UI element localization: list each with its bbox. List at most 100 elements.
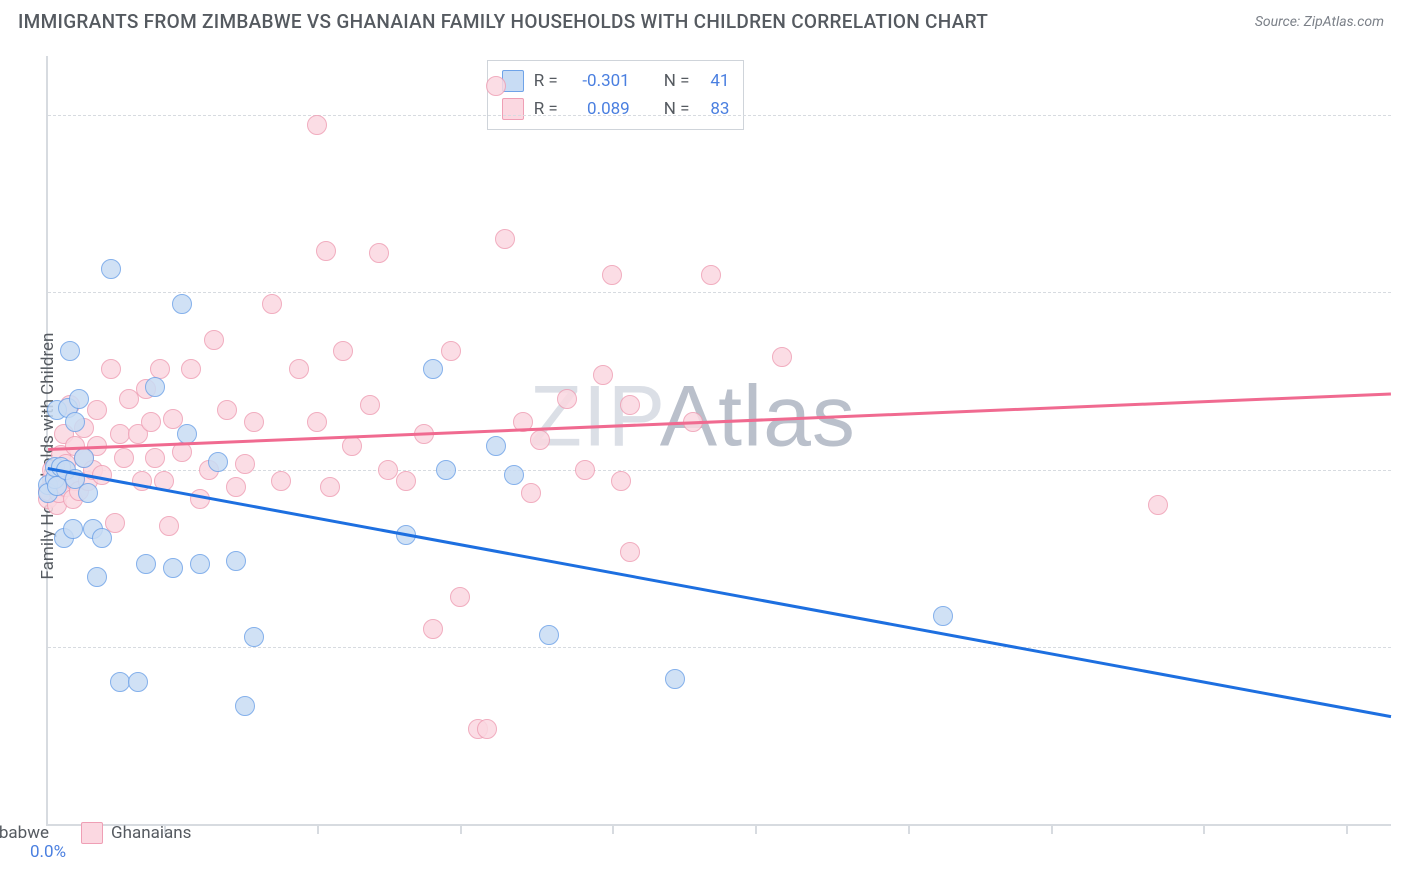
scatter-point (69, 389, 89, 409)
scatter-point (208, 452, 228, 472)
scatter-point (74, 448, 94, 468)
scatter-point (145, 448, 165, 468)
legend-swatch (81, 822, 103, 844)
x-tick-label: 0.0% (30, 842, 66, 862)
scatter-point (235, 696, 255, 716)
chart-title: IMMIGRANTS FROM ZIMBABWE VS GHANAIAN FAM… (18, 10, 988, 33)
scatter-point (181, 359, 201, 379)
scatter-point (557, 389, 577, 409)
scatter-point (1148, 495, 1168, 515)
scatter-point (101, 359, 121, 379)
x-tick (1346, 824, 1348, 834)
scatter-point (620, 542, 640, 562)
scatter-point (539, 625, 559, 645)
legend-series-item: Immigrants from Zimbabwe (0, 822, 49, 844)
legend-R-value: 0.089 (568, 95, 630, 123)
legend-correlation-row: R = 0.089 N = 83 (502, 95, 730, 123)
scatter-point (78, 483, 98, 503)
scatter-point (665, 669, 685, 689)
scatter-point (333, 341, 353, 361)
scatter-point (226, 551, 246, 571)
scatter-point (145, 377, 165, 397)
scatter-point (159, 516, 179, 536)
scatter-point (244, 627, 264, 647)
scatter-point (378, 460, 398, 480)
scatter-point (575, 460, 595, 480)
trend-line (48, 467, 1391, 718)
scatter-point (87, 400, 107, 420)
legend-series-name: Ghanaians (111, 823, 191, 843)
scatter-point (119, 389, 139, 409)
x-tick (1051, 824, 1053, 834)
scatter-point (307, 115, 327, 135)
scatter-point (190, 554, 210, 574)
scatter-point (423, 359, 443, 379)
scatter-point (289, 359, 309, 379)
scatter-point (450, 587, 470, 607)
chart-container: IMMIGRANTS FROM ZIMBABWE VS GHANAIAN FAM… (0, 0, 1406, 892)
y-tick-label: 15.0% (1401, 637, 1406, 657)
legend-R-value: -0.301 (568, 67, 630, 95)
scatter-point (262, 294, 282, 314)
legend-series-item: Ghanaians (81, 822, 191, 844)
scatter-point (92, 528, 112, 548)
scatter-point (611, 471, 631, 491)
scatter-point (141, 412, 161, 432)
scatter-point (933, 606, 953, 626)
scatter-point (136, 554, 156, 574)
scatter-point (530, 430, 550, 450)
scatter-point (163, 558, 183, 578)
scatter-point (701, 265, 721, 285)
scatter-point (217, 400, 237, 420)
x-tick (908, 824, 910, 834)
scatter-point (602, 265, 622, 285)
scatter-point (486, 76, 506, 96)
scatter-point (63, 519, 83, 539)
series-legend: Immigrants from Zimbabwe Ghanaians (0, 822, 703, 844)
y-tick-label: 45.0% (1401, 282, 1406, 302)
legend-N-label: N = (664, 67, 690, 95)
legend-correlation-row: R = -0.301 N = 41 (502, 67, 730, 95)
scatter-point (244, 412, 264, 432)
scatter-point (593, 365, 613, 385)
scatter-point (114, 448, 134, 468)
scatter-point (486, 436, 506, 456)
scatter-point (521, 483, 541, 503)
gridline-h (48, 115, 1391, 116)
scatter-point (504, 465, 524, 485)
legend-R-label: R = (534, 67, 558, 95)
scatter-point (342, 436, 362, 456)
scatter-point (101, 259, 121, 279)
scatter-point (307, 412, 327, 432)
scatter-point (477, 719, 497, 739)
plot-area: Family Households with Children ZIPAtlas… (46, 56, 1391, 826)
scatter-point (360, 395, 380, 415)
scatter-point (436, 460, 456, 480)
gridline-h (48, 292, 1391, 293)
y-tick-label: 30.0% (1401, 460, 1406, 480)
legend-R-label: R = (534, 95, 558, 123)
scatter-point (128, 672, 148, 692)
legend-N-value: 41 (699, 67, 729, 95)
legend-series-name: Immigrants from Zimbabwe (0, 823, 49, 843)
scatter-point (369, 243, 389, 263)
watermark-main: ZIP (529, 368, 659, 464)
scatter-point (65, 412, 85, 432)
scatter-point (620, 395, 640, 415)
scatter-point (172, 294, 192, 314)
gridline-h (48, 647, 1391, 648)
scatter-point (316, 241, 336, 261)
scatter-point (204, 330, 224, 350)
legend-N-label: N = (664, 95, 690, 123)
x-tick (1203, 824, 1205, 834)
scatter-point (87, 567, 107, 587)
x-tick (755, 824, 757, 834)
scatter-point (320, 477, 340, 497)
scatter-point (271, 471, 291, 491)
scatter-point (235, 454, 255, 474)
scatter-point (226, 477, 246, 497)
legend-swatch (502, 98, 524, 120)
legend-N-value: 83 (699, 95, 729, 123)
source-label: Source: ZipAtlas.com (1255, 14, 1384, 30)
scatter-point (495, 229, 515, 249)
